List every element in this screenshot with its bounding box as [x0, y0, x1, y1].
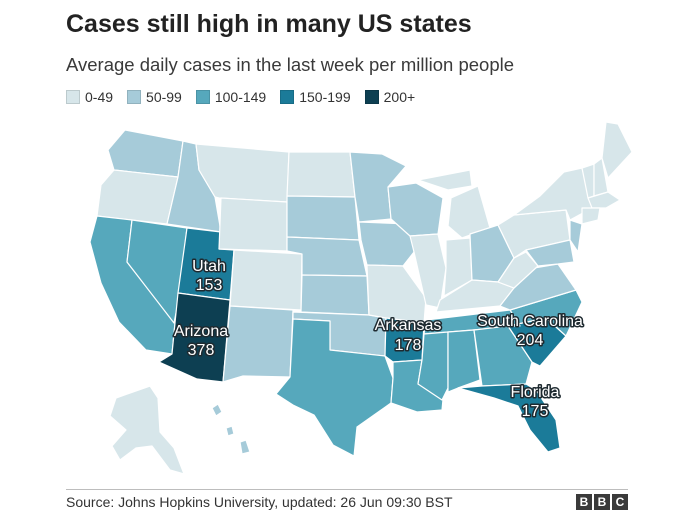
state-north-dakota: [286, 151, 356, 198]
state-new-jersey: [569, 219, 583, 253]
state-hawaii-1: [211, 403, 223, 417]
state-washington: [107, 129, 184, 178]
chart-title: Cases still high in many US states: [66, 10, 472, 38]
state-oregon: [96, 169, 179, 225]
callout-utah-name: Utah: [192, 258, 226, 275]
chart-subtitle: Average daily cases in the last week per…: [66, 54, 515, 75]
state-colorado: [229, 249, 303, 311]
callout-arizona-name: Arizona: [174, 323, 228, 340]
legend-label: 0-49: [85, 89, 114, 105]
legend-item-50-99: 50-99: [127, 89, 182, 105]
callout-arizona-value: 378: [188, 342, 215, 359]
source-text: Source: Johns Hopkins University, update…: [66, 494, 453, 510]
footer-divider: [66, 489, 628, 490]
state-massachusetts: [587, 191, 621, 209]
legend: 0-49 50-99 100-149 150-199 200+: [66, 89, 429, 105]
legend-item-100-149: 100-149: [195, 89, 267, 105]
legend-label: 200+: [383, 89, 416, 105]
callout-florida-value: 175: [522, 403, 549, 420]
state-maine: [601, 121, 633, 179]
legend-label: 150-199: [299, 89, 351, 105]
callout-south-carolina-value: 204: [517, 332, 544, 349]
state-hawaii-2: [225, 425, 235, 437]
callout-south-carolina-name: South Carolina: [477, 313, 583, 330]
callout-arkansas-value: 178: [395, 337, 422, 354]
state-texas: [275, 318, 394, 457]
legend-item-0-49: 0-49: [66, 89, 113, 105]
callout-florida-name: Florida: [511, 384, 560, 401]
state-hawaii-3: [239, 439, 251, 455]
legend-swatch: [195, 90, 210, 104]
legend-item-150-199: 150-199: [280, 89, 351, 105]
state-kansas: [300, 274, 370, 316]
state-indiana: [443, 237, 473, 297]
state-florida: [457, 383, 561, 453]
state-michigan: [417, 169, 473, 191]
state-connecticut: [581, 207, 601, 225]
state-north-carolina: [507, 289, 583, 337]
legend-label: 50-99: [146, 89, 182, 105]
callout-arkansas-name: Arkansas: [375, 317, 442, 334]
legend-label: 100-149: [214, 89, 267, 105]
bbc-logo-letter: B: [576, 494, 592, 510]
state-alaska: [109, 385, 185, 475]
legend-swatch: [364, 90, 379, 104]
state-south-dakota: [286, 195, 360, 241]
state-maryland: [525, 239, 575, 267]
state-alabama: [447, 329, 481, 393]
legend-swatch: [66, 90, 80, 104]
legend-swatch: [280, 90, 295, 104]
legend-item-200-plus: 200+: [364, 89, 416, 105]
state-new-mexico: [222, 305, 294, 383]
bbc-logo: B B C: [574, 494, 628, 510]
state-west-virginia: [497, 251, 539, 289]
bbc-logo-letter: C: [612, 494, 628, 510]
callout-utah-value: 153: [196, 277, 223, 294]
legend-swatch: [127, 90, 142, 104]
state-wyoming: [218, 197, 288, 252]
bbc-logo-letter: B: [594, 494, 610, 510]
state-missouri: [366, 264, 427, 324]
